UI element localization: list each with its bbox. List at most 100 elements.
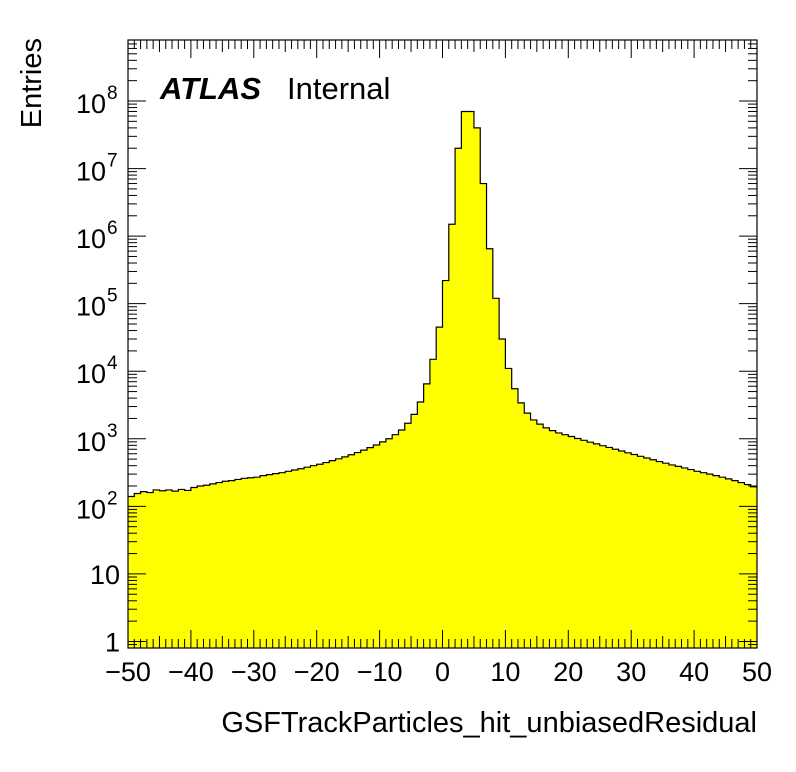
histogram-bin	[574, 438, 582, 648]
histogram-bin	[599, 445, 607, 648]
histogram-bin	[461, 111, 469, 648]
histogram-bin	[190, 487, 198, 648]
histogram-bin	[341, 456, 349, 648]
histogram-bin	[310, 465, 318, 648]
histogram-bin	[329, 460, 336, 648]
histogram-bin	[618, 450, 626, 648]
histogram-bin	[335, 458, 343, 648]
histogram-bin	[266, 474, 274, 648]
histogram-bin	[448, 224, 456, 648]
histogram-bin	[543, 427, 550, 648]
histogram-bin	[385, 438, 393, 648]
axis-ticks	[127, 39, 758, 649]
y-tick-exponent: 2	[107, 488, 118, 509]
x-tick-label: 10	[490, 657, 520, 687]
histogram-bin	[750, 486, 758, 648]
histogram-bin	[222, 481, 230, 648]
histogram-bin	[492, 298, 500, 648]
histogram-bin	[134, 493, 141, 648]
histogram-bin	[719, 477, 726, 648]
x-tick-label: −30	[231, 657, 277, 687]
histogram-bin	[662, 463, 670, 648]
histogram-bin	[536, 424, 544, 648]
histogram-bin	[530, 419, 538, 648]
histogram-bin	[612, 449, 620, 648]
histogram-bin	[687, 469, 695, 648]
histogram-bin	[700, 472, 708, 648]
histogram-bin	[675, 466, 682, 648]
histogram-bin	[354, 452, 362, 648]
histogram-bin	[423, 383, 431, 648]
x-tick-label: 50	[742, 657, 772, 687]
internal-label: Internal	[287, 71, 390, 106]
histogram-bin	[624, 452, 632, 648]
histogram-bin	[473, 127, 481, 649]
histogram-bin	[178, 489, 186, 648]
histogram-bin	[712, 475, 720, 648]
y-tick-label: 10	[76, 89, 106, 119]
y-tick-exponent: 5	[107, 286, 118, 307]
histogram-bin	[524, 413, 531, 648]
histogram-bin	[165, 489, 173, 648]
histogram-bin	[738, 482, 745, 648]
x-axis-label: GSFTrackParticles_hit_unbiasedResidual	[221, 707, 757, 739]
histogram-bin	[568, 436, 575, 648]
histogram-bin	[253, 477, 261, 648]
y-tick-exponent: 4	[107, 353, 118, 374]
histogram-bin	[549, 430, 557, 648]
histogram-bin	[228, 480, 236, 648]
histogram-bin	[417, 402, 425, 648]
histogram-bin	[562, 434, 569, 648]
x-tick-label: −50	[105, 657, 151, 687]
histogram-bin	[247, 477, 255, 648]
histogram-bin	[668, 464, 676, 648]
histogram-bin	[322, 462, 330, 648]
histogram-bin	[398, 429, 406, 648]
histogram-bin	[593, 443, 601, 648]
histogram-bin	[731, 480, 739, 648]
histogram-bin	[392, 434, 399, 648]
histogram-bin	[373, 444, 380, 648]
histogram-bin	[681, 467, 689, 648]
histogram-bin	[744, 484, 752, 648]
histogram-bin	[486, 248, 494, 648]
y-tick-label: 10	[76, 427, 106, 457]
histogram-bin	[297, 468, 305, 648]
histogram-bin	[442, 280, 450, 648]
histogram-bin	[159, 490, 167, 648]
histogram-bin	[316, 464, 324, 648]
histogram-bin	[587, 442, 594, 648]
histogram-bin	[505, 368, 513, 648]
histogram-bin	[197, 486, 204, 648]
histogram-bin	[209, 483, 217, 648]
histogram-bin	[606, 447, 613, 648]
y-tick-label: 10	[76, 157, 106, 187]
histogram-bin	[241, 478, 248, 648]
histogram-bin	[411, 414, 418, 648]
x-tick-label: 40	[679, 657, 709, 687]
histogram-bin	[656, 461, 664, 648]
histogram-bin	[631, 454, 638, 648]
y-tick-exponent: 7	[107, 151, 118, 172]
histogram-bars	[128, 110, 758, 649]
histogram-bin	[643, 457, 651, 648]
histogram-bin	[285, 471, 292, 648]
x-tick-label: 20	[553, 657, 583, 687]
histogram-bin	[153, 489, 160, 648]
histogram-bin	[436, 327, 443, 648]
y-tick-label: 10	[76, 224, 106, 254]
histogram-bin	[216, 482, 223, 648]
histogram-bin	[379, 441, 387, 648]
histogram-bin	[360, 450, 368, 648]
histogram-bin	[146, 492, 154, 648]
histogram-bin	[184, 490, 192, 648]
y-tick-label: 1	[105, 627, 120, 657]
histogram-bin	[650, 459, 657, 648]
y-tick-exponent: 6	[107, 218, 118, 239]
histogram-bin	[128, 496, 135, 648]
histogram-bin	[499, 338, 506, 648]
y-tick-label: 10	[76, 494, 106, 524]
histogram-bin	[348, 454, 355, 648]
